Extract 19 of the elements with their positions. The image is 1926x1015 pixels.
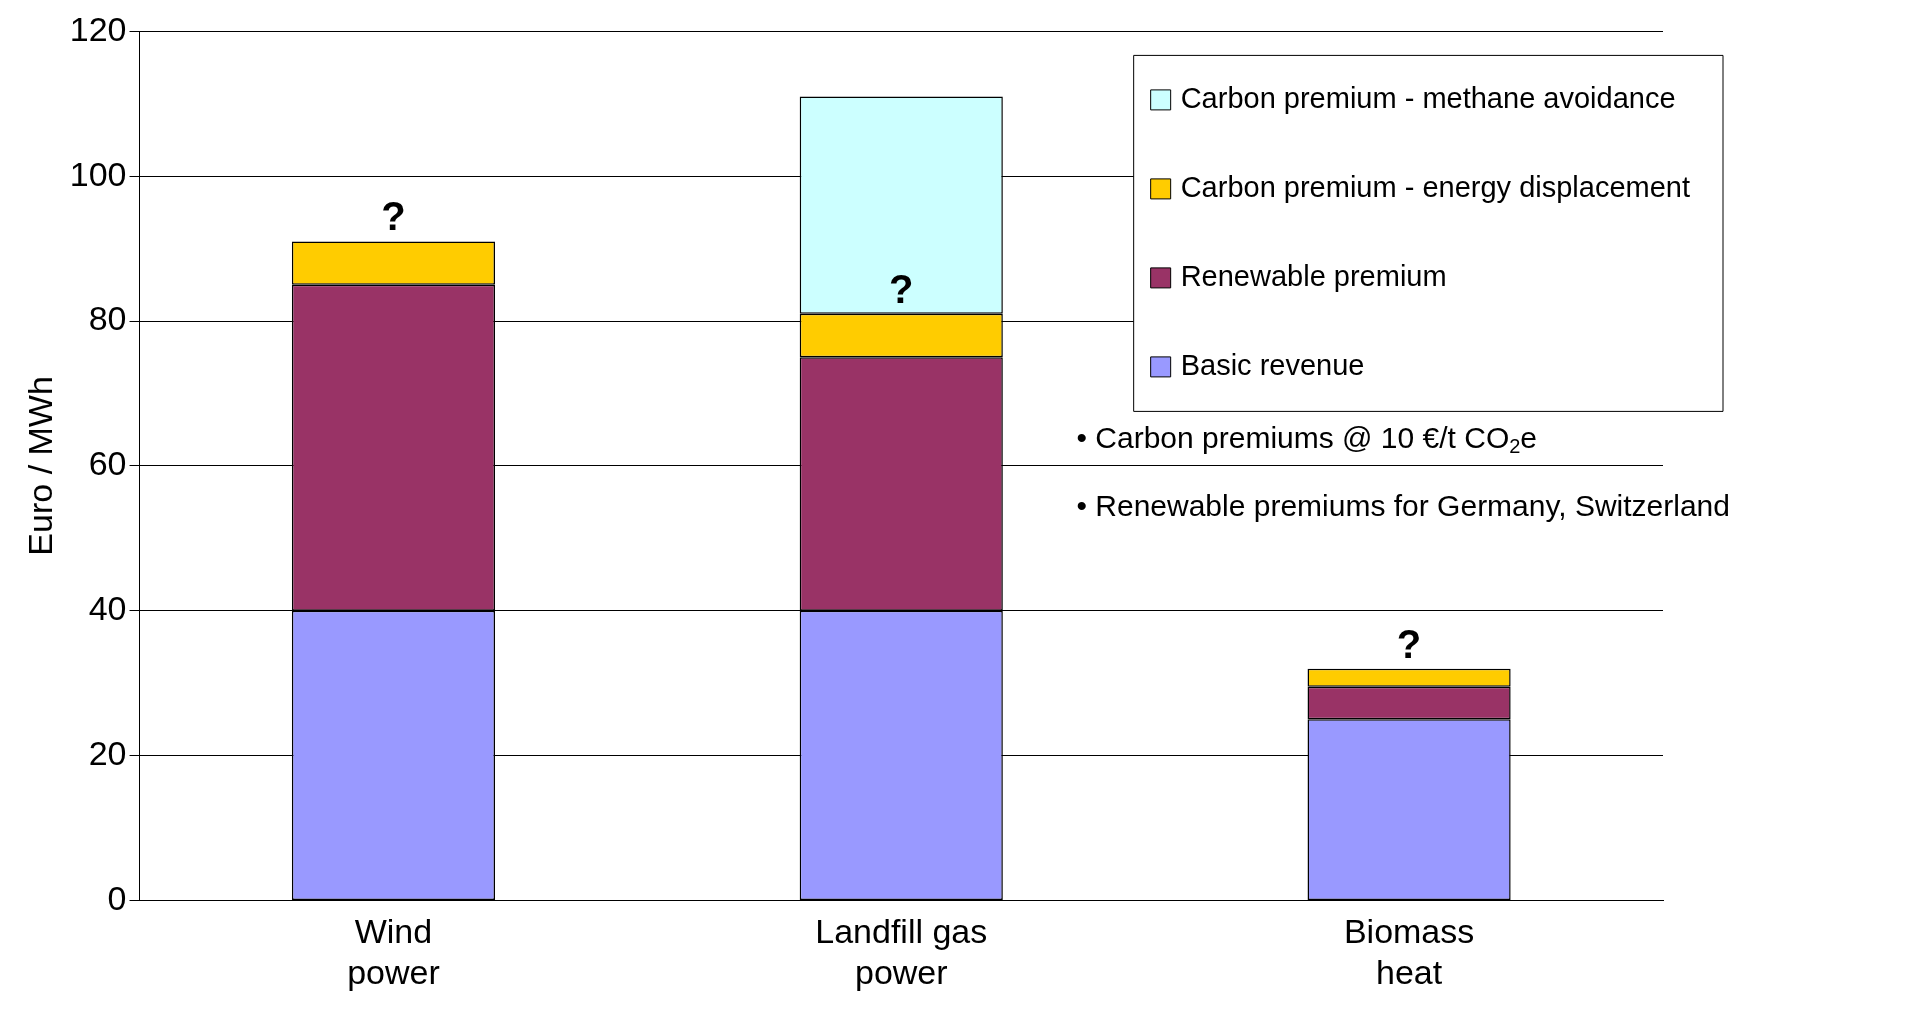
legend-label: Renewable premium — [1180, 259, 1447, 292]
annotation: ? — [889, 266, 914, 311]
legend-label: Basic revenue — [1180, 348, 1365, 381]
x-tick-label: Landfill gas power — [815, 912, 988, 991]
y-tick-label: 80 — [88, 299, 127, 338]
y-tick-label: 20 — [88, 733, 127, 772]
y-tick-label: 100 — [69, 154, 127, 193]
annotation: ? — [1396, 621, 1422, 666]
y-tick-label: 120 — [69, 9, 127, 48]
x-tick-label: Wind power — [347, 912, 440, 991]
x-tick-label: Biomass heat — [1343, 912, 1475, 991]
y-tick-label: 0 — [107, 878, 127, 917]
annotation: ? — [381, 194, 406, 239]
legend-label: Carbon premium - energy displacement — [1180, 170, 1690, 203]
annotation: • Renewable premiums for Germany, Switzerland — [1076, 488, 1730, 522]
y-tick-label: 40 — [88, 589, 127, 628]
legend-label: Carbon premium - methane avoidance — [1180, 81, 1676, 114]
y-axis-title: Euro / MWh — [20, 376, 59, 556]
y-tick-label: 60 — [88, 444, 127, 483]
